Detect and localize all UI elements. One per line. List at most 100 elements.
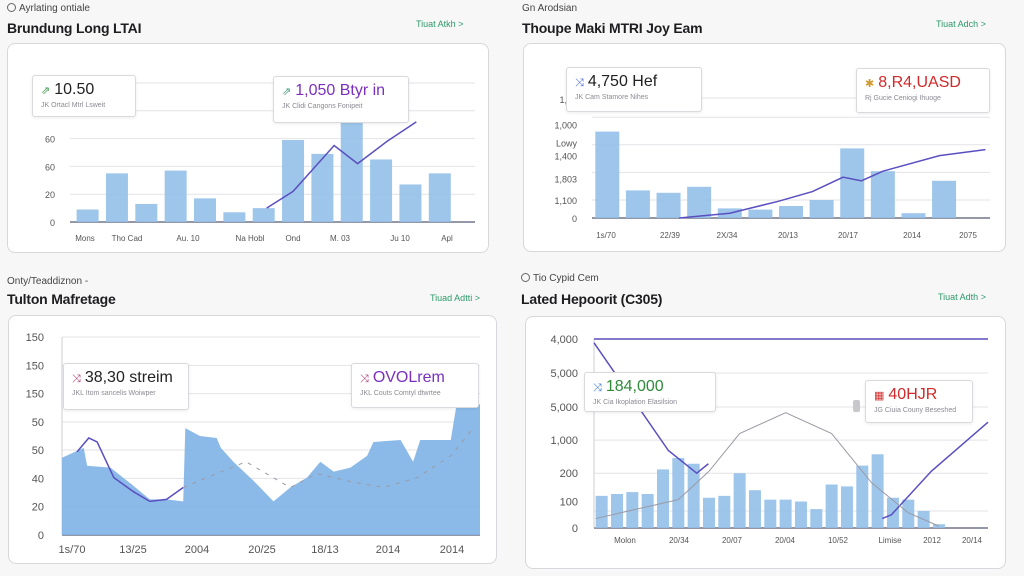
- trend-arrows-icon: ⇗: [282, 86, 292, 98]
- y-tick-label: 0: [572, 214, 577, 224]
- bar: [595, 131, 620, 218]
- x-tick-label: 22/39: [660, 231, 681, 240]
- y-tick-label: 150: [26, 360, 44, 372]
- panel-1-view-link[interactable]: Tiuat Atkh >: [416, 19, 464, 29]
- x-tick-label: Limise: [878, 536, 902, 545]
- y-tick-label: 4,000: [550, 334, 578, 346]
- callout-caption: JK Ortacl Mtrl Lsweit: [41, 102, 106, 109]
- callout-caption: JKL Itom sancelis Woiwper: [72, 390, 156, 397]
- panel-3-view-link[interactable]: Tiuad Adtti >: [430, 293, 480, 303]
- y-tick-label: 5,000: [550, 402, 578, 414]
- y-tick-label: 1,000: [550, 435, 578, 447]
- y-tick-label: 1,803: [554, 174, 577, 184]
- y-tick-label: 60: [45, 162, 55, 172]
- x-tick-label: 2012: [923, 536, 941, 545]
- bar: [399, 184, 422, 222]
- x-tick-label: Ond: [285, 234, 300, 243]
- bar: [135, 203, 158, 222]
- panel-1-subtitle: Ayrlating ontiale: [7, 3, 90, 14]
- x-tick-label: 10/52: [828, 536, 849, 545]
- trend-arrows-icon: ⇗: [41, 85, 51, 97]
- x-tick-label: 20/13: [778, 231, 799, 240]
- panel-1-subtitle-text: Ayrlating ontiale: [19, 3, 90, 14]
- panel-1-title: Brundung Long LTAI: [7, 20, 142, 36]
- bar: [825, 484, 838, 528]
- bar: [794, 501, 807, 528]
- bar: [656, 192, 681, 218]
- bar: [641, 493, 654, 528]
- x-tick-label: 1s/70: [59, 544, 86, 556]
- y-tick-label: Lowy: [556, 138, 578, 148]
- callout-caption: JK Clidi Cangons Fonipeit: [282, 103, 363, 110]
- bar: [252, 208, 275, 222]
- line-series: [266, 121, 417, 209]
- callout-panel-3-a: ⤨ 38,30 streim JKL Itom sancelis Woiwper: [63, 363, 189, 410]
- line-series: [881, 421, 989, 520]
- x-tick-label: M. 03: [330, 234, 351, 243]
- bar: [748, 209, 773, 218]
- bar: [687, 186, 712, 218]
- bar: [370, 159, 393, 222]
- callout-caption: JK Cam Stamore Nihes: [575, 94, 649, 101]
- bar: [340, 119, 363, 222]
- x-tick-label: Apl: [441, 234, 453, 243]
- x-tick-label: 2014: [903, 231, 921, 240]
- bar: [902, 499, 915, 528]
- callout-panel-4-b: ▦ 40HJR JG Ciuia Couny Beseshed: [865, 380, 973, 423]
- y-tick-label: 1,000: [554, 120, 577, 130]
- line-series: [595, 412, 940, 527]
- callout-value: 38,30 streim: [84, 369, 173, 386]
- callout-caption: Rj Gucie Ceniogi Ihuoge: [865, 95, 941, 102]
- x-tick-label: 2014: [440, 544, 464, 556]
- line-series: [76, 437, 184, 503]
- bar: [840, 148, 865, 218]
- bar: [687, 463, 700, 528]
- panel-2-subtitle: Gn Arodsian: [522, 3, 578, 14]
- bar: [932, 180, 957, 218]
- x-tick-label: Tho Cad: [112, 234, 143, 243]
- callout-value: 40HJR: [888, 386, 938, 403]
- y-tick-label: 1,400: [554, 152, 577, 162]
- bar: [733, 473, 746, 528]
- x-tick-label: 2075: [959, 231, 977, 240]
- trend-arrows-icon: ⤨: [593, 382, 602, 394]
- x-tick-label: 13/25: [119, 544, 147, 556]
- x-tick-label: 2014: [376, 544, 400, 556]
- callout-value: 184,000: [605, 378, 664, 395]
- bar: [870, 171, 895, 218]
- x-tick-label: 20/17: [838, 231, 859, 240]
- bar: [625, 190, 650, 218]
- y-tick-label: 150: [26, 389, 44, 401]
- callout-panel-1-b: ⇗ 1,050 Btyr in JK Clidi Cangons Fonipeit: [273, 76, 409, 123]
- bar: [76, 209, 99, 222]
- callout-panel-1-a: ⇗ 10.50 JK Ortacl Mtrl Lsweit: [32, 75, 136, 117]
- x-tick-label: Au. 10: [176, 234, 200, 243]
- panel-2-view-link[interactable]: Tiuat Adch >: [936, 19, 986, 29]
- callout-caption: JG Ciuia Couny Beseshed: [874, 407, 957, 414]
- x-tick-label: Ju 10: [390, 234, 410, 243]
- calendar-icon: ▦: [874, 390, 885, 402]
- area-series: [62, 404, 480, 535]
- circle-icon: [7, 3, 16, 12]
- callout-value: 4,750 Hef: [587, 73, 658, 90]
- x-tick-label: Na Hobl: [236, 234, 265, 243]
- document-icon: [853, 400, 860, 412]
- panel-4-view-link[interactable]: Tiuat Adth >: [938, 292, 986, 302]
- trend-arrows-icon: ⤨: [360, 373, 369, 385]
- panel-4-title: Lated Hepoorit (C305): [521, 291, 663, 307]
- bar: [810, 509, 823, 528]
- y-tick-label: 0: [38, 530, 44, 542]
- bar: [311, 153, 334, 222]
- callout-panel-2-a: ⤨ 4,750 Hef JK Cam Stamore Nihes: [566, 67, 702, 112]
- bar: [595, 495, 608, 528]
- bar: [856, 465, 869, 528]
- bar: [748, 490, 761, 528]
- y-tick-label: 60: [45, 135, 55, 145]
- x-tick-label: 20/04: [775, 536, 796, 545]
- x-tick-label: 18/13: [311, 544, 339, 556]
- callout-value: 1,050 Btyr in: [295, 82, 386, 99]
- x-tick-label: 20/07: [722, 536, 743, 545]
- bar: [764, 499, 777, 528]
- callout-panel-3-b: ⤨ OVOLrem JKL Couts Comtyl dtwrtee: [351, 363, 479, 408]
